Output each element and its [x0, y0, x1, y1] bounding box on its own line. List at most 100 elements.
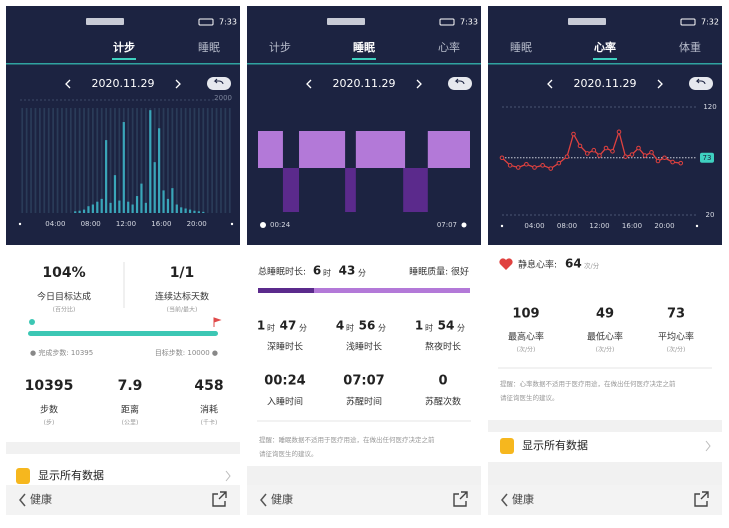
bar: [91, 204, 94, 213]
stat-label: 平均心率: [658, 331, 694, 343]
deep-sleep: [345, 168, 356, 212]
bar: [100, 198, 103, 213]
bar: [87, 206, 90, 213]
tab[interactable]: 睡眠: [198, 41, 220, 54]
bar-track: [47, 108, 50, 213]
battery-icon: [680, 18, 696, 26]
tab[interactable]: 计步: [269, 41, 291, 54]
duration-label: 深睡时长: [267, 341, 303, 353]
sun-icon: [461, 222, 467, 228]
goal-flag: [213, 317, 222, 327]
bar: [171, 188, 174, 213]
bar-track: [74, 108, 77, 213]
doc-icon: [500, 438, 514, 454]
x-tick-label: 12:00: [116, 220, 136, 228]
nav-back[interactable]: [501, 493, 508, 507]
heart-point: [616, 129, 622, 135]
unit: 分: [358, 269, 366, 278]
x-tick-label: 20:00: [187, 220, 207, 228]
bar-track: [87, 108, 90, 213]
heart-point: [655, 158, 661, 164]
duration-hours: 1: [415, 319, 423, 333]
bar: [118, 200, 121, 213]
stat-value: 7.9: [118, 378, 143, 394]
note: 请征询医生的建议。: [500, 393, 559, 402]
prev-date[interactable]: [547, 79, 553, 89]
resting-label: 静息心率:: [518, 259, 557, 271]
tab[interactable]: 睡眠: [353, 40, 375, 54]
bar-track: [52, 108, 55, 213]
back-today[interactable]: [689, 77, 713, 90]
heart-point: [499, 155, 505, 161]
total-label: 总睡眠时长:: [258, 266, 306, 278]
stat-value: 0: [438, 374, 447, 389]
nav-label: 健康: [512, 492, 534, 506]
x-tick-label: 08:00: [81, 220, 101, 228]
moon-icon: [260, 222, 266, 228]
status-time: 7:33: [219, 18, 237, 27]
share-icon[interactable]: [212, 491, 227, 507]
axis-dot: [500, 224, 504, 228]
show-all: 显示所有数据: [38, 468, 104, 482]
reference-label: 73: [703, 154, 712, 162]
next-date[interactable]: [416, 79, 422, 89]
doc-icon: [16, 468, 30, 484]
bar: [188, 209, 192, 213]
bar-track: [83, 108, 85, 213]
stat-unit: (次/分): [596, 346, 615, 354]
tab[interactable]: 心率: [594, 40, 616, 54]
x-tick-label: 12:00: [589, 222, 609, 230]
back-today[interactable]: [207, 77, 231, 90]
bar-track: [197, 108, 200, 213]
nav-bar: [488, 485, 722, 515]
status-time: 7:32: [701, 18, 719, 27]
bar-track: [118, 108, 121, 213]
next-date[interactable]: [657, 79, 663, 89]
nav-back[interactable]: [19, 493, 26, 507]
chevron[interactable]: [705, 440, 711, 452]
stat-label: 最低心率: [587, 331, 623, 343]
next-date[interactable]: [175, 79, 181, 89]
unit: 时: [425, 323, 433, 333]
y-tick-label: 120: [703, 103, 716, 111]
bar-track: [25, 108, 28, 213]
share-icon[interactable]: [453, 491, 468, 507]
bar: [96, 201, 99, 213]
axis-dot: [18, 222, 22, 226]
chevron[interactable]: [225, 470, 231, 482]
duration-minutes: 54: [438, 319, 455, 333]
bar-track: [180, 108, 183, 213]
bar-track: [127, 108, 130, 213]
bar: [131, 204, 134, 213]
bar-track: [136, 108, 138, 213]
heart-point: [524, 161, 529, 167]
heart-point: [603, 145, 609, 151]
stat-value: 109: [512, 307, 539, 322]
x-tick-label: 16:00: [622, 222, 642, 230]
heart-point: [662, 155, 667, 161]
prev-date[interactable]: [306, 79, 312, 89]
nav-bar: [247, 485, 481, 515]
unit: 分: [299, 324, 307, 333]
prev-date[interactable]: [65, 79, 71, 89]
bar-track: [91, 108, 94, 213]
bar-track: [193, 108, 196, 213]
x-tick-label: 04:00: [524, 222, 544, 230]
show-all: 显示所有数据: [522, 438, 588, 452]
battery-icon: [198, 18, 214, 26]
section-gap: [247, 466, 481, 485]
reference-badge: [700, 152, 714, 163]
tab-underline: [352, 58, 376, 60]
sleep-bar-deep: [258, 288, 314, 293]
bar: [127, 201, 130, 213]
back-today[interactable]: [448, 77, 472, 90]
share-icon[interactable]: [694, 491, 709, 507]
bar: [158, 128, 161, 213]
tab[interactable]: 睡眠: [510, 41, 532, 54]
nav-back[interactable]: [260, 493, 267, 507]
bar: [166, 198, 170, 213]
heart-point: [564, 154, 570, 159]
tab[interactable]: 计步: [113, 40, 135, 54]
tab[interactable]: 心率: [438, 40, 460, 54]
tab[interactable]: 体重: [679, 40, 701, 54]
